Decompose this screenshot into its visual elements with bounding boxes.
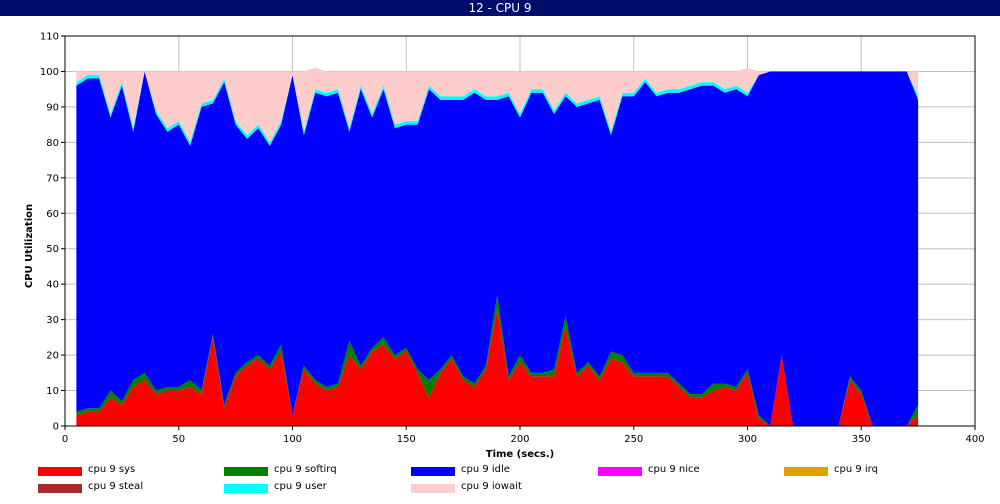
legend-label: cpu 9 idle bbox=[461, 464, 510, 475]
y-tick-label: 80 bbox=[46, 138, 59, 149]
area-series-cpu-9-idle bbox=[76, 71, 919, 426]
legend-label: cpu 9 nice bbox=[648, 464, 700, 475]
x-axis-label: Time (secs.) bbox=[486, 449, 555, 460]
y-tick-label: 40 bbox=[46, 280, 59, 291]
cpu-utilization-chart: 0 10 20 30 40 50 60 70 80 90 100 110 0 50 100 150 200 250… bbox=[24, 32, 985, 461]
legend-label: cpu 9 irq bbox=[834, 464, 878, 475]
legend-swatch bbox=[224, 467, 268, 476]
x-tick-label: 400 bbox=[965, 434, 984, 445]
y-tick-label: 30 bbox=[46, 315, 59, 326]
x-tick-label: 350 bbox=[852, 434, 871, 445]
x-tick-label: 200 bbox=[510, 434, 529, 445]
area-series-cpu-9-softirq bbox=[76, 294, 919, 426]
y-tick-label: 10 bbox=[46, 386, 59, 397]
y-tick-label: 50 bbox=[46, 244, 59, 255]
legend-swatch bbox=[598, 467, 642, 476]
y-tick-label: 60 bbox=[46, 209, 59, 220]
legend-swatch bbox=[224, 484, 268, 493]
legend-label: cpu 9 softirq bbox=[274, 464, 337, 475]
legend-label: cpu 9 sys bbox=[88, 464, 136, 475]
x-tick-label: 250 bbox=[624, 434, 643, 445]
legend-label: cpu 9 iowait bbox=[461, 481, 522, 492]
y-tick-label: 90 bbox=[46, 102, 59, 113]
x-tick-label: 100 bbox=[283, 434, 302, 445]
legend-swatch bbox=[784, 467, 828, 476]
y-tick-label: 20 bbox=[46, 351, 59, 362]
y-tick-label: 100 bbox=[40, 67, 59, 78]
x-tick-label: 300 bbox=[738, 434, 757, 445]
legend-label: cpu 9 user bbox=[274, 481, 327, 492]
area-series-cpu-9-iowait bbox=[76, 67, 919, 143]
legend-swatch bbox=[38, 467, 82, 476]
legend-swatch bbox=[38, 484, 82, 493]
legend-label: cpu 9 steal bbox=[88, 481, 144, 492]
x-tick-label: 50 bbox=[172, 434, 185, 445]
y-tick-label: 0 bbox=[53, 422, 59, 433]
legend-swatch bbox=[411, 484, 455, 493]
chart-legend: cpu 9 sys cpu 9 softirq cpu 9 idle cpu 9 ni… bbox=[0, 462, 1000, 504]
window-title: 12 - CPU 9 bbox=[468, 1, 532, 15]
window-title-bar: 12 - CPU 9 bbox=[0, 0, 1000, 16]
area-series-cpu-9-sys bbox=[76, 309, 919, 426]
x-tick-label: 0 bbox=[62, 434, 68, 445]
y-tick-label: 70 bbox=[46, 173, 59, 184]
legend-swatch bbox=[411, 467, 455, 476]
y-axis-label: CPU Utilization bbox=[24, 204, 35, 288]
x-tick-label: 150 bbox=[397, 434, 416, 445]
y-tick-label: 110 bbox=[40, 32, 59, 43]
